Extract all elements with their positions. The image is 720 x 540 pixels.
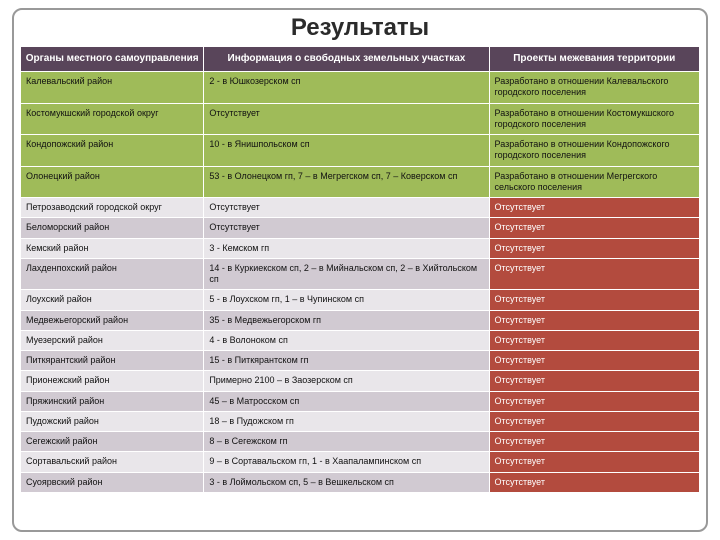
cell-c3: Отсутствует xyxy=(489,330,700,350)
cell-c3: Разработано в отношении Калевальского го… xyxy=(489,72,700,104)
table-row: Костомукшский городской округОтсутствует… xyxy=(21,103,700,135)
cell-c1: Беломорский район xyxy=(21,218,204,238)
cell-c3: Отсутствует xyxy=(489,472,700,492)
table-row: Кемский район3 - Кемском гпОтсутствует xyxy=(21,238,700,258)
cell-c1: Медвежьегорский район xyxy=(21,310,204,330)
cell-c1: Лахденпохский район xyxy=(21,258,204,290)
cell-c3: Отсутствует xyxy=(489,310,700,330)
table-row: Суоярвский район3 - в Лоймольском сп, 5 … xyxy=(21,472,700,492)
table-header-row: Органы местного самоуправления Информаци… xyxy=(21,47,700,72)
cell-c3: Отсутствует xyxy=(489,198,700,218)
cell-c2: 15 - в Питкярантском гп xyxy=(204,351,489,371)
cell-c1: Олонецкий район xyxy=(21,166,204,198)
table-row: Калевальский район2 - в Юшкозерском спРа… xyxy=(21,72,700,104)
cell-c2: 14 - в Куркиекском сп, 2 – в Мийнальском… xyxy=(204,258,489,290)
cell-c2: 18 – в Пудожском гп xyxy=(204,411,489,431)
cell-c3: Отсутствует xyxy=(489,351,700,371)
table-row: Пудожский район18 – в Пудожском гпОтсутс… xyxy=(21,411,700,431)
results-table: Органы местного самоуправления Информаци… xyxy=(20,46,700,493)
table-row: Прионежский районПримерно 2100 – в Заозе… xyxy=(21,371,700,391)
cell-c1: Кондопожский район xyxy=(21,135,204,167)
table-row: Петрозаводский городской округОтсутствуе… xyxy=(21,198,700,218)
cell-c3: Разработано в отношении Костомукшского г… xyxy=(489,103,700,135)
cell-c2: 8 – в Сегежском гп xyxy=(204,432,489,452)
cell-c2: Отсутствует xyxy=(204,198,489,218)
cell-c1: Кемский район xyxy=(21,238,204,258)
table-row: Лоухский район5 - в Лоухском гп, 1 – в Ч… xyxy=(21,290,700,310)
table-row: Сортавальский район9 – в Сортавальском г… xyxy=(21,452,700,472)
cell-c2: 3 - в Лоймольском сп, 5 – в Вешкельском … xyxy=(204,472,489,492)
table-row: Кондопожский район10 - в Янишпольском сп… xyxy=(21,135,700,167)
cell-c2: 9 – в Сортавальском гп, 1 - в Хаапалампи… xyxy=(204,452,489,472)
cell-c3: Разработано в отношении Мегрегского сель… xyxy=(489,166,700,198)
cell-c2: Примерно 2100 – в Заозерском сп xyxy=(204,371,489,391)
page-title: Результаты xyxy=(20,14,700,42)
cell-c3: Отсутствует xyxy=(489,371,700,391)
cell-c1: Муезерский район xyxy=(21,330,204,350)
cell-c2: Отсутствует xyxy=(204,218,489,238)
cell-c1: Петрозаводский городской округ xyxy=(21,198,204,218)
cell-c1: Суоярвский район xyxy=(21,472,204,492)
table-row: Питкярантский район15 - в Питкярантском … xyxy=(21,351,700,371)
cell-c1: Сегежский район xyxy=(21,432,204,452)
cell-c2: 10 - в Янишпольском сп xyxy=(204,135,489,167)
cell-c1: Костомукшский городской округ xyxy=(21,103,204,135)
cell-c2: 2 - в Юшкозерском сп xyxy=(204,72,489,104)
cell-c2: 4 - в Волоноком сп xyxy=(204,330,489,350)
cell-c3: Разработано в отношении Кондопожского го… xyxy=(489,135,700,167)
cell-c3: Отсутствует xyxy=(489,258,700,290)
cell-c2: 35 - в Медвежьегорском гп xyxy=(204,310,489,330)
cell-c3: Отсутствует xyxy=(489,218,700,238)
col-header-authority: Органы местного самоуправления xyxy=(21,47,204,72)
table-row: Олонецкий район53 - в Олонецком гп, 7 – … xyxy=(21,166,700,198)
col-header-projects: Проекты межевания территории xyxy=(489,47,700,72)
cell-c3: Отсутствует xyxy=(489,432,700,452)
cell-c1: Прионежский район xyxy=(21,371,204,391)
cell-c3: Отсутствует xyxy=(489,238,700,258)
cell-c3: Отсутствует xyxy=(489,452,700,472)
cell-c1: Питкярантский район xyxy=(21,351,204,371)
cell-c1: Пудожский район xyxy=(21,411,204,431)
cell-c2: 3 - Кемском гп xyxy=(204,238,489,258)
cell-c2: 5 - в Лоухском гп, 1 – в Чупинском сп xyxy=(204,290,489,310)
cell-c3: Отсутствует xyxy=(489,411,700,431)
table-row: Лахденпохский район14 - в Куркиекском сп… xyxy=(21,258,700,290)
cell-c2: Отсутствует xyxy=(204,103,489,135)
table-row: Медвежьегорский район35 - в Медвежьегорс… xyxy=(21,310,700,330)
cell-c1: Лоухский район xyxy=(21,290,204,310)
cell-c1: Калевальский район xyxy=(21,72,204,104)
cell-c3: Отсутствует xyxy=(489,391,700,411)
col-header-landinfo: Информация о свободных земельных участка… xyxy=(204,47,489,72)
table-row: Сегежский район8 – в Сегежском гпОтсутст… xyxy=(21,432,700,452)
cell-c2: 45 – в Матросском сп xyxy=(204,391,489,411)
table-row: Муезерский район4 - в Волоноком спОтсутс… xyxy=(21,330,700,350)
table-row: Пряжинский район45 – в Матросском спОтсу… xyxy=(21,391,700,411)
cell-c3: Отсутствует xyxy=(489,290,700,310)
cell-c1: Сортавальский район xyxy=(21,452,204,472)
cell-c2: 53 - в Олонецком гп, 7 – в Мегрегском сп… xyxy=(204,166,489,198)
cell-c1: Пряжинский район xyxy=(21,391,204,411)
table-row: Беломорский районОтсутствуетОтсутствует xyxy=(21,218,700,238)
